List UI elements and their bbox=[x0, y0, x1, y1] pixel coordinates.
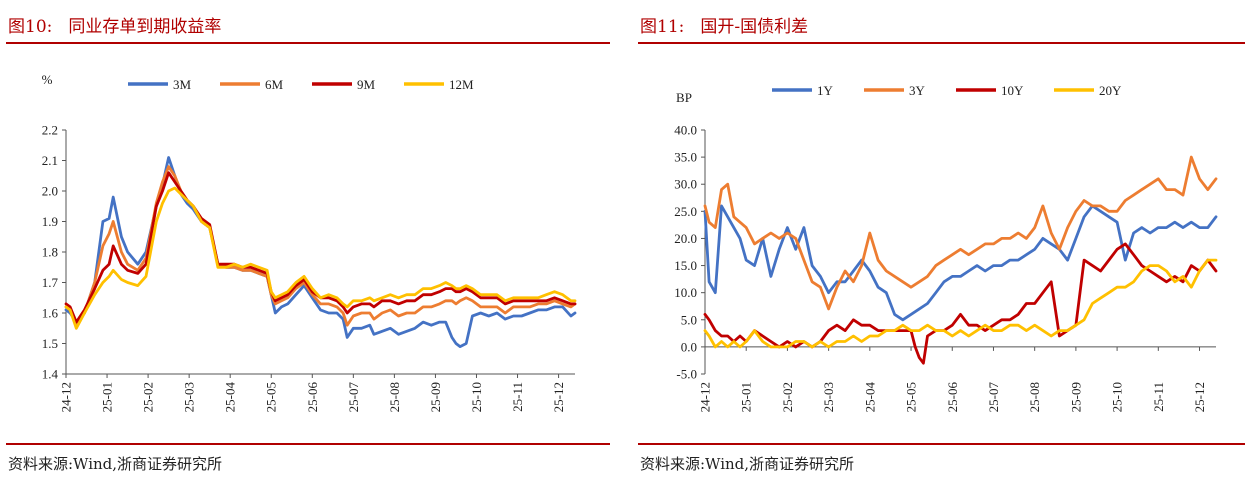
series-line-3y bbox=[703, 155, 1218, 311]
x-tick-label: 25-04 bbox=[862, 382, 877, 413]
x-tick-label: 25-11 bbox=[1151, 382, 1166, 412]
x-tick-label: 25-01 bbox=[100, 382, 115, 412]
y-tick-label: -5.0 bbox=[676, 367, 697, 382]
y-tick-label: 0.0 bbox=[681, 339, 697, 354]
x-tick-label: 25-12 bbox=[551, 382, 566, 412]
y-tick-label: 30.0 bbox=[674, 177, 697, 192]
figure-10-label: 图10: bbox=[8, 17, 53, 37]
x-tick-label: 25-01 bbox=[739, 382, 754, 412]
y-unit-label: BP bbox=[676, 90, 692, 105]
y-tick-label: 1.7 bbox=[42, 275, 59, 290]
x-tick-label: 25-09 bbox=[428, 382, 443, 412]
y-tick-label: 2.0 bbox=[42, 184, 58, 199]
y-tick-label: 25.0 bbox=[674, 204, 697, 219]
x-tick-label: 25-04 bbox=[223, 382, 238, 413]
x-tick-label: 25-06 bbox=[945, 382, 960, 413]
x-tick-label: 25-03 bbox=[182, 382, 197, 412]
figure-11-title: 图11: 国开-国债利差 bbox=[640, 12, 824, 37]
y-tick-label: 1.8 bbox=[42, 245, 58, 260]
figure-11-label: 图11: bbox=[640, 17, 685, 37]
legend-label-3m: 3M bbox=[173, 77, 192, 92]
figure-10-bottom-rule bbox=[6, 443, 610, 445]
y-tick-label: 1.9 bbox=[42, 214, 58, 229]
y-tick-label: 1.4 bbox=[42, 367, 59, 382]
legend-label-3y: 3Y bbox=[909, 83, 926, 98]
x-tick-label: 24-12 bbox=[59, 382, 74, 412]
series-line-3m bbox=[64, 156, 577, 349]
ncd-yield-chart: % 1.4 1.5 1.6 1.7 1.8 1.9 2.0 2.1 2.2 24-12 25-01 25… bbox=[42, 72, 577, 413]
x-tick-label: 25-05 bbox=[264, 382, 279, 412]
series-line-10y bbox=[703, 242, 1218, 365]
x-tick-label: 25-12 bbox=[1192, 382, 1207, 412]
x-tick-label: 25-06 bbox=[305, 382, 320, 413]
x-tick-label: 25-07 bbox=[986, 382, 1001, 413]
figure-11-top-rule bbox=[638, 42, 1245, 44]
y-tick-label: 1.6 bbox=[42, 306, 59, 321]
x-tick-label: 25-10 bbox=[469, 382, 484, 412]
x-tick-label: 25-08 bbox=[1027, 382, 1042, 412]
figure-10-top-rule bbox=[6, 42, 610, 44]
figure-10-source: 资料来源:Wind,浙商证券研究所 bbox=[8, 455, 223, 473]
figure-11-title-text: 国开-国债利差 bbox=[700, 17, 809, 37]
series-line-20y bbox=[703, 258, 1218, 349]
series-line-1y bbox=[703, 204, 1218, 322]
y-tick-label: 40.0 bbox=[674, 123, 697, 138]
x-tick-label: 25-03 bbox=[821, 382, 836, 412]
y-tick-label: 5.0 bbox=[681, 312, 697, 327]
legend-label-6m: 6M bbox=[265, 77, 284, 92]
figure-10-title-text: 同业存单到期收益率 bbox=[68, 17, 222, 37]
cdb-treasury-spread-chart: BP -5.0 0.0 5.0 10.0 15.0 20.0 25.0 30.0 35.0 40.0… bbox=[674, 83, 1218, 413]
figure-10-title: 图10: 同业存单到期收益率 bbox=[8, 12, 237, 37]
y-tick-label: 35.0 bbox=[674, 150, 697, 165]
x-tick-label: 24-12 bbox=[698, 382, 713, 412]
x-tick-label: 25-05 bbox=[904, 382, 919, 412]
x-tick-label: 25-09 bbox=[1068, 382, 1083, 412]
x-tick-label: 25-02 bbox=[141, 382, 156, 412]
figure-11-panel: 图11: 国开-国债利差 BP -5.0 0.0 5.0 10.0 15.0 20.0 25.0… bbox=[632, 0, 1251, 477]
figure-11-source: 资料来源:Wind,浙商证券研究所 bbox=[640, 455, 855, 473]
y-tick-label: 10.0 bbox=[674, 285, 697, 300]
x-tick-label: 25-11 bbox=[510, 382, 525, 412]
y-tick-label: 20.0 bbox=[674, 231, 697, 246]
x-tick-label: 25-02 bbox=[780, 382, 795, 412]
legend-label-10y: 10Y bbox=[1001, 83, 1024, 98]
y-tick-label: 1.5 bbox=[42, 336, 58, 351]
legend-label-9m: 9M bbox=[357, 77, 376, 92]
y-unit-label: % bbox=[42, 72, 53, 87]
series-line-6m bbox=[64, 165, 577, 327]
y-tick-label: 2.2 bbox=[42, 123, 58, 138]
x-tick-label: 25-07 bbox=[346, 382, 361, 413]
figure-11-bottom-rule bbox=[638, 443, 1245, 445]
legend-label-1y: 1Y bbox=[817, 83, 834, 98]
legend-label-12m: 12M bbox=[449, 77, 474, 92]
legend-label-20y: 20Y bbox=[1099, 83, 1122, 98]
x-tick-label: 25-08 bbox=[387, 382, 402, 412]
series-line-12m bbox=[64, 186, 577, 330]
x-tick-label: 25-10 bbox=[1110, 382, 1125, 412]
y-tick-label: 15.0 bbox=[674, 258, 697, 273]
figure-10-panel: 图10: 同业存单到期收益率 % 1.4 1.5 1.6 1.7 1.8 1.9 2.0 2.1 2… bbox=[0, 0, 616, 477]
series-line-9m bbox=[64, 171, 577, 324]
y-tick-label: 2.1 bbox=[42, 153, 58, 168]
